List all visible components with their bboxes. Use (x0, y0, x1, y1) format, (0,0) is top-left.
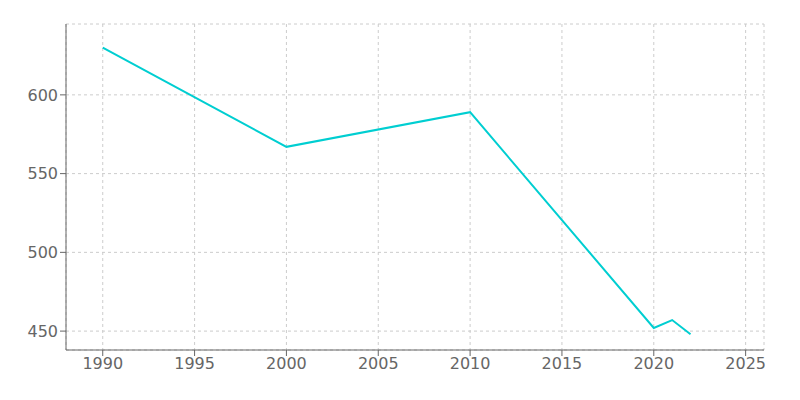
svg-text:2005: 2005 (358, 354, 399, 373)
svg-text:550: 550 (27, 164, 58, 183)
svg-text:2020: 2020 (633, 354, 674, 373)
svg-text:2025: 2025 (725, 354, 766, 373)
svg-text:1990: 1990 (82, 354, 123, 373)
svg-text:2000: 2000 (266, 354, 307, 373)
svg-text:500: 500 (27, 243, 58, 262)
svg-text:1995: 1995 (174, 354, 215, 373)
svg-text:2010: 2010 (450, 354, 491, 373)
svg-text:600: 600 (27, 86, 58, 105)
svg-text:450: 450 (27, 322, 58, 341)
svg-text:2015: 2015 (542, 354, 583, 373)
